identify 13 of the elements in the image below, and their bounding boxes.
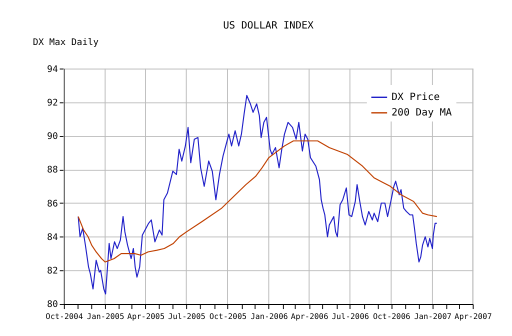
y-tick-label: 86 bbox=[46, 199, 58, 210]
legend-label: 200 Day MA bbox=[392, 108, 452, 119]
y-tick-label: 80 bbox=[46, 300, 58, 310]
y-tick-label: 82 bbox=[46, 266, 58, 277]
y-tick-label: 92 bbox=[46, 98, 58, 108]
y-tick-label: 90 bbox=[46, 132, 58, 142]
chart-title: US DOLLAR INDEX bbox=[223, 20, 314, 32]
y-tick-label: 88 bbox=[46, 166, 58, 176]
y-tick-label: 94 bbox=[46, 64, 58, 75]
text: DX Max Daily bbox=[32, 38, 100, 48]
legend-label: DX Price bbox=[392, 92, 440, 104]
y-tick-label: 84 bbox=[46, 232, 58, 243]
line-series bbox=[78, 140, 438, 263]
